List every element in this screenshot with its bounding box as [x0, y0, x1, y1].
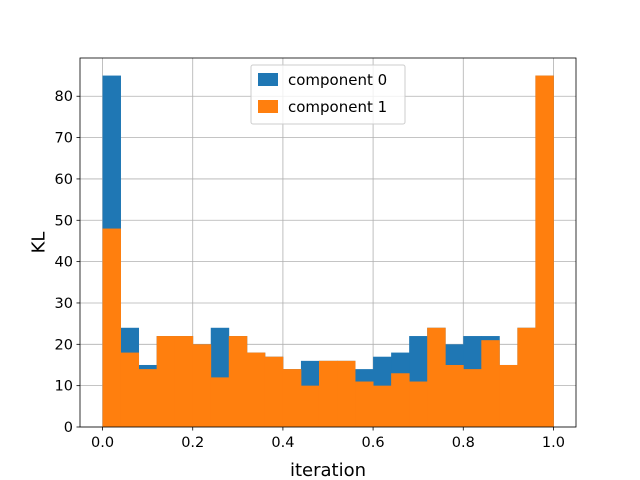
- histogram-bar: [409, 381, 428, 427]
- histogram-bar: [120, 352, 140, 427]
- x-tick-label: 0.0: [91, 435, 114, 451]
- histogram-bar: [337, 360, 356, 427]
- y-axis-ticks: 0 10 20 30 40 50 60 70 80: [55, 89, 80, 436]
- x-tick-label: 0.4: [271, 435, 294, 451]
- x-axis-label: iteration: [290, 460, 366, 480]
- histogram-bar: [282, 369, 302, 427]
- histogram-bar: [463, 369, 482, 427]
- y-tick-label: 30: [55, 296, 73, 312]
- legend: component 0 component 1: [250, 64, 406, 125]
- histogram-bar: [228, 336, 248, 427]
- histogram-bar: [391, 373, 410, 427]
- x-tick-label: 1.0: [542, 435, 565, 451]
- y-tick-label: 60: [55, 172, 73, 188]
- y-tick-label: 50: [55, 213, 73, 229]
- histogram-bar: [210, 377, 230, 427]
- histogram-bar: [481, 340, 500, 427]
- legend-label-component-0: component 0: [288, 71, 387, 89]
- histogram-bar: [373, 385, 392, 427]
- legend-box: [250, 64, 406, 125]
- y-axis-label: KL: [28, 232, 49, 254]
- x-tick-label: 0.6: [362, 435, 385, 451]
- histogram-bar: [138, 369, 158, 427]
- y-tick-label: 0: [64, 420, 73, 436]
- histogram-bar: [535, 75, 554, 428]
- histogram-bar: [102, 228, 121, 427]
- y-tick-label: 20: [55, 337, 73, 353]
- y-tick-label: 70: [55, 131, 73, 147]
- y-tick-label: 40: [55, 255, 73, 271]
- legend-label-component-1: component 1: [288, 98, 387, 116]
- plot-frame: [79, 57, 577, 428]
- histogram-bar: [156, 336, 176, 427]
- histogram-bar: [246, 352, 266, 427]
- x-tick-label: 0.8: [452, 435, 475, 451]
- histogram-bar: [174, 336, 194, 427]
- histogram-bar: [499, 364, 518, 427]
- histogram-bar: [427, 327, 446, 427]
- series-component-1-bars: [102, 75, 554, 428]
- histogram-bar: [318, 360, 338, 427]
- x-tick-label: 0.2: [181, 435, 204, 451]
- histogram-bar: [517, 327, 536, 427]
- histogram-bar: [445, 364, 464, 427]
- legend-swatch-component-0: [258, 73, 278, 86]
- histogram-bar: [300, 385, 320, 427]
- y-tick-label: 10: [55, 379, 73, 395]
- histogram-bar: [355, 381, 374, 427]
- x-axis-ticks: 0.0 0.2 0.4 0.6 0.8 1.0: [91, 427, 565, 451]
- legend-swatch-component-1: [258, 100, 278, 113]
- y-tick-label: 80: [55, 89, 73, 105]
- histogram-bar: [264, 356, 284, 427]
- histogram-bar: [192, 344, 212, 427]
